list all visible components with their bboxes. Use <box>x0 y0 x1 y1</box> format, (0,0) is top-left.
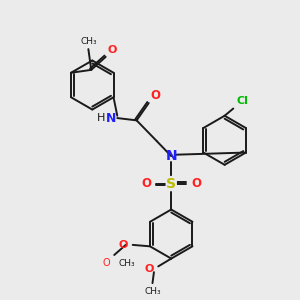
Text: N: N <box>106 112 116 124</box>
Text: O: O <box>150 88 160 102</box>
Text: H: H <box>97 113 105 123</box>
Text: CH₃: CH₃ <box>118 259 135 268</box>
Text: N: N <box>165 149 177 163</box>
Text: O: O <box>141 177 151 190</box>
Text: O: O <box>145 264 154 274</box>
Text: CH₃: CH₃ <box>144 287 161 296</box>
Text: O: O <box>118 240 128 250</box>
Text: Cl: Cl <box>236 96 248 106</box>
Text: CH₃: CH₃ <box>80 37 97 46</box>
Text: O: O <box>102 258 110 268</box>
Text: O: O <box>191 177 201 190</box>
Text: O: O <box>107 45 116 56</box>
Text: S: S <box>166 177 176 190</box>
